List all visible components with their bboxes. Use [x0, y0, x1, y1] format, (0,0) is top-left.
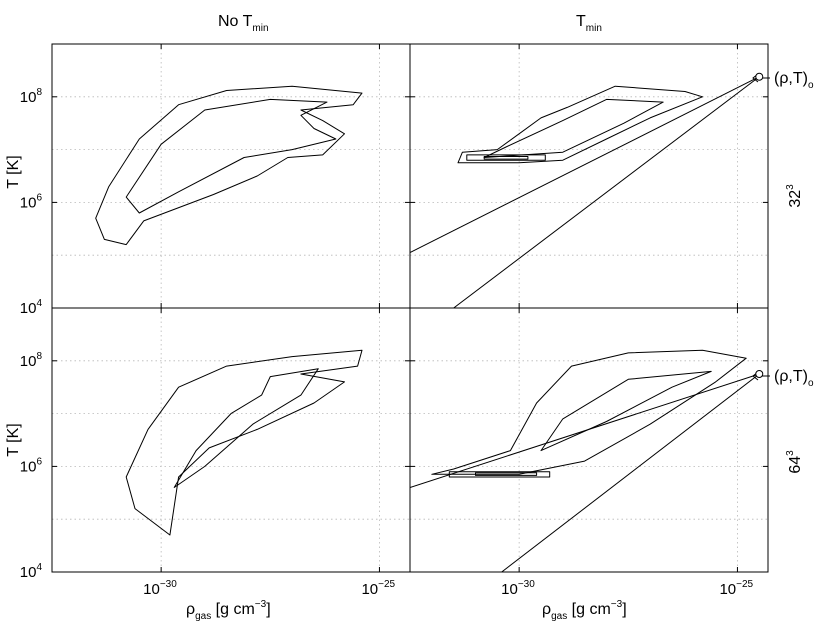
contour-level-2: [125, 98, 337, 214]
x-tick-label: 10−25: [361, 579, 395, 598]
y-axis-label-top: T [K]: [5, 155, 22, 189]
grid: [52, 44, 410, 308]
x-axis-label-right: ρgas [g cm−3]: [542, 599, 627, 622]
panel-frame: [409, 43, 769, 309]
x-tick-label: 10−30: [501, 579, 535, 598]
panel-frame: [51, 43, 411, 309]
plot-area: [95, 85, 363, 246]
x-tick-label: 10−30: [143, 579, 177, 598]
contour-level-4: [475, 472, 538, 476]
column-title-no-tmin: No Tmin: [218, 13, 269, 34]
x-axis-label-left: ρgas [g cm−3]: [186, 599, 271, 622]
reference-line-1: [410, 76, 760, 254]
plot-area: [125, 349, 363, 536]
panel-3: 104 106 108 10−30 10−25: [20, 307, 411, 598]
y-tick-label: 104: [20, 562, 43, 581]
origin-point-marker: [755, 370, 764, 378]
y-tick-label: 106: [20, 192, 43, 211]
panel-2: [409, 43, 769, 309]
origin-point-marker: [755, 72, 764, 81]
contour-level-2: [540, 370, 712, 452]
annotation-rho-t-top: (ρ,T)o: [752, 70, 814, 91]
contour-level-1: [95, 85, 363, 246]
contour-level-4: [483, 156, 529, 160]
contour-level-1: [457, 85, 703, 164]
contour-level-3: [466, 154, 546, 161]
contour-level-1: [125, 349, 363, 536]
x-tick-label: 10−25: [719, 579, 753, 598]
row-label-64: 643: [785, 450, 804, 474]
grid: [410, 44, 768, 308]
y-axis-label-bottom: T [K]: [5, 423, 22, 457]
grid: [410, 308, 768, 572]
y-tick-label: 108: [20, 351, 43, 370]
contour-level-2: [173, 368, 319, 488]
grid: [52, 308, 410, 572]
panel-4: 10−30 10−25: [409, 307, 769, 598]
contour-level-2: [483, 98, 664, 158]
plot-area: [410, 349, 760, 572]
panel-1: 104 106 108: [20, 43, 411, 317]
reference-line-2: [501, 373, 760, 572]
contour-level-3: [448, 471, 551, 478]
y-tick-label: 104: [20, 298, 43, 317]
panel-frame: [409, 307, 769, 573]
svg-text:(ρ,T)o: (ρ,T)o: [774, 368, 814, 389]
reference-line-2: [453, 76, 760, 308]
annotation-rho-t-bottom: (ρ,T)o: [752, 368, 814, 389]
plot-area: [410, 76, 760, 308]
panels: 104 106 108 104 106 108 10−30 10−25 10−30 10−25: [20, 43, 769, 598]
y-tick-label: 106: [20, 456, 43, 475]
contour-level-1: [431, 349, 747, 475]
row-label-32: 323: [785, 184, 804, 208]
y-tick-label: 108: [20, 87, 43, 106]
svg-text:(ρ,T)o: (ρ,T)o: [774, 70, 814, 91]
column-title-tmin: Tmin: [576, 13, 602, 34]
